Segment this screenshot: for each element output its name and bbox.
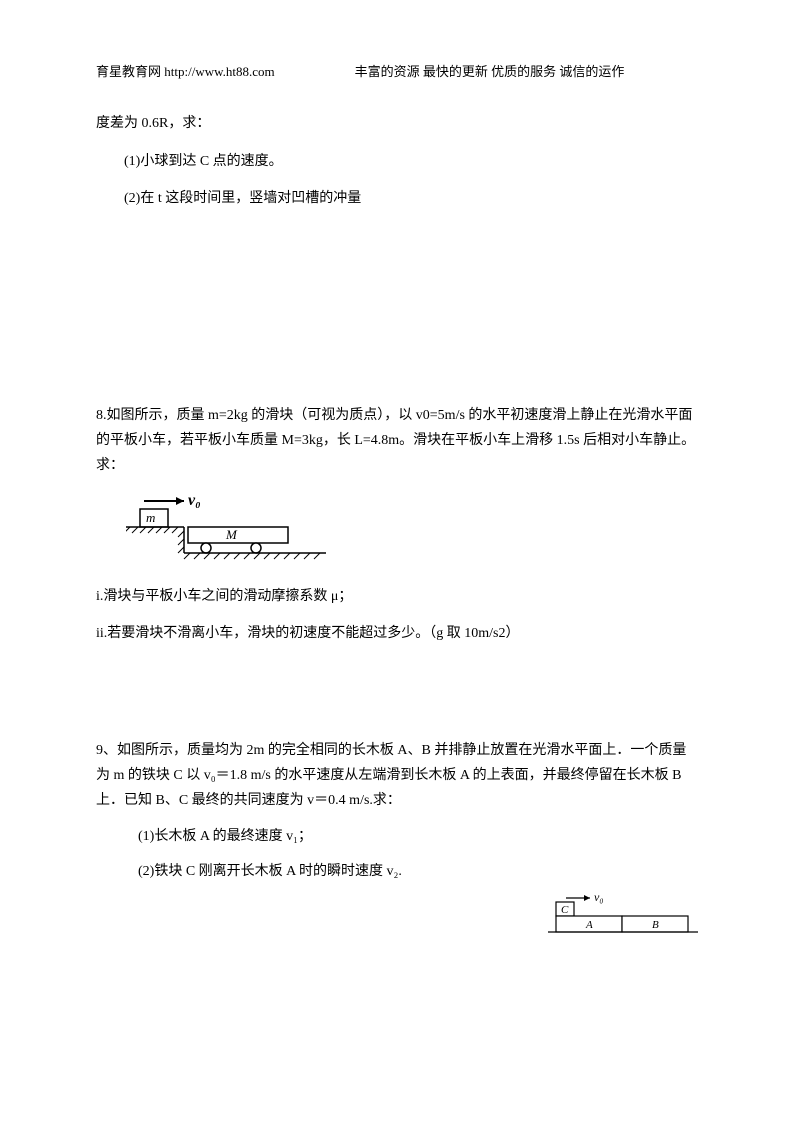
diagram9-svg: v₀ C A B (548, 890, 698, 940)
q9-C-label: C (561, 904, 569, 916)
problem9-text: 9、如图所示，质量均为 2m 的完全相同的长木板 A、B 并排静止放置在光滑水平… (96, 738, 698, 814)
site-url: http://www.ht88.com (164, 64, 274, 79)
spacer (96, 223, 698, 403)
content: 度差为 0.6R，求： (1)小球到达 C 点的速度。 (2)在 t 这段时间里… (96, 111, 698, 884)
q9-B-label: B (652, 919, 659, 931)
problem8-sub-i: i.滑块与平板小车之间的滑动摩擦系数 μ； (96, 584, 698, 609)
q9-v0-label: v₀ (594, 890, 604, 904)
problem8-text: 8.如图所示，质量 m=2kg 的滑块（可视为质点），以 v0=5m/s 的水平… (96, 403, 698, 479)
problem9-diagram: v₀ C A B (548, 890, 698, 949)
v0-label: v₀ (188, 492, 201, 509)
problem8-sub-ii: ii.若要滑块不滑离小车，滑块的初速度不能超过多少。（g 取 10m/s2） (96, 621, 698, 646)
top-sub2: (2)在 t 这段时间里，竖墙对凹槽的冲量 (96, 186, 698, 211)
M-label: M (225, 527, 238, 542)
m-label: m (146, 510, 155, 525)
problem8-diagram: v₀ m M (126, 491, 698, 572)
diagram8-svg: v₀ m M (126, 491, 346, 563)
spacer2 (96, 658, 698, 738)
header-left: 育星教育网 http://www.ht88.com (96, 60, 275, 83)
problem9-sub1: (1)长木板 A 的最终速度 v₁； (96, 824, 516, 849)
page-header: 育星教育网 http://www.ht88.com 丰富的资源 最快的更新 优质… (96, 60, 698, 83)
site-name: 育星教育网 (96, 64, 161, 79)
problem9-sub2: (2)铁块 C 刚离开长木板 A 时的瞬时速度 v₂. (96, 859, 516, 884)
top-sub1: (1)小球到达 C 点的速度。 (96, 149, 698, 174)
header-slogan: 丰富的资源 最快的更新 优质的服务 诚信的运作 (355, 60, 625, 83)
q9-A-label: A (585, 919, 593, 931)
problem9-block: 9、如图所示，质量均为 2m 的完全相同的长木板 A、B 并排静止放置在光滑水平… (96, 738, 698, 884)
top-continuation: 度差为 0.6R，求： (96, 111, 698, 136)
page: 育星教育网 http://www.ht88.com 丰富的资源 最快的更新 优质… (0, 0, 794, 1123)
